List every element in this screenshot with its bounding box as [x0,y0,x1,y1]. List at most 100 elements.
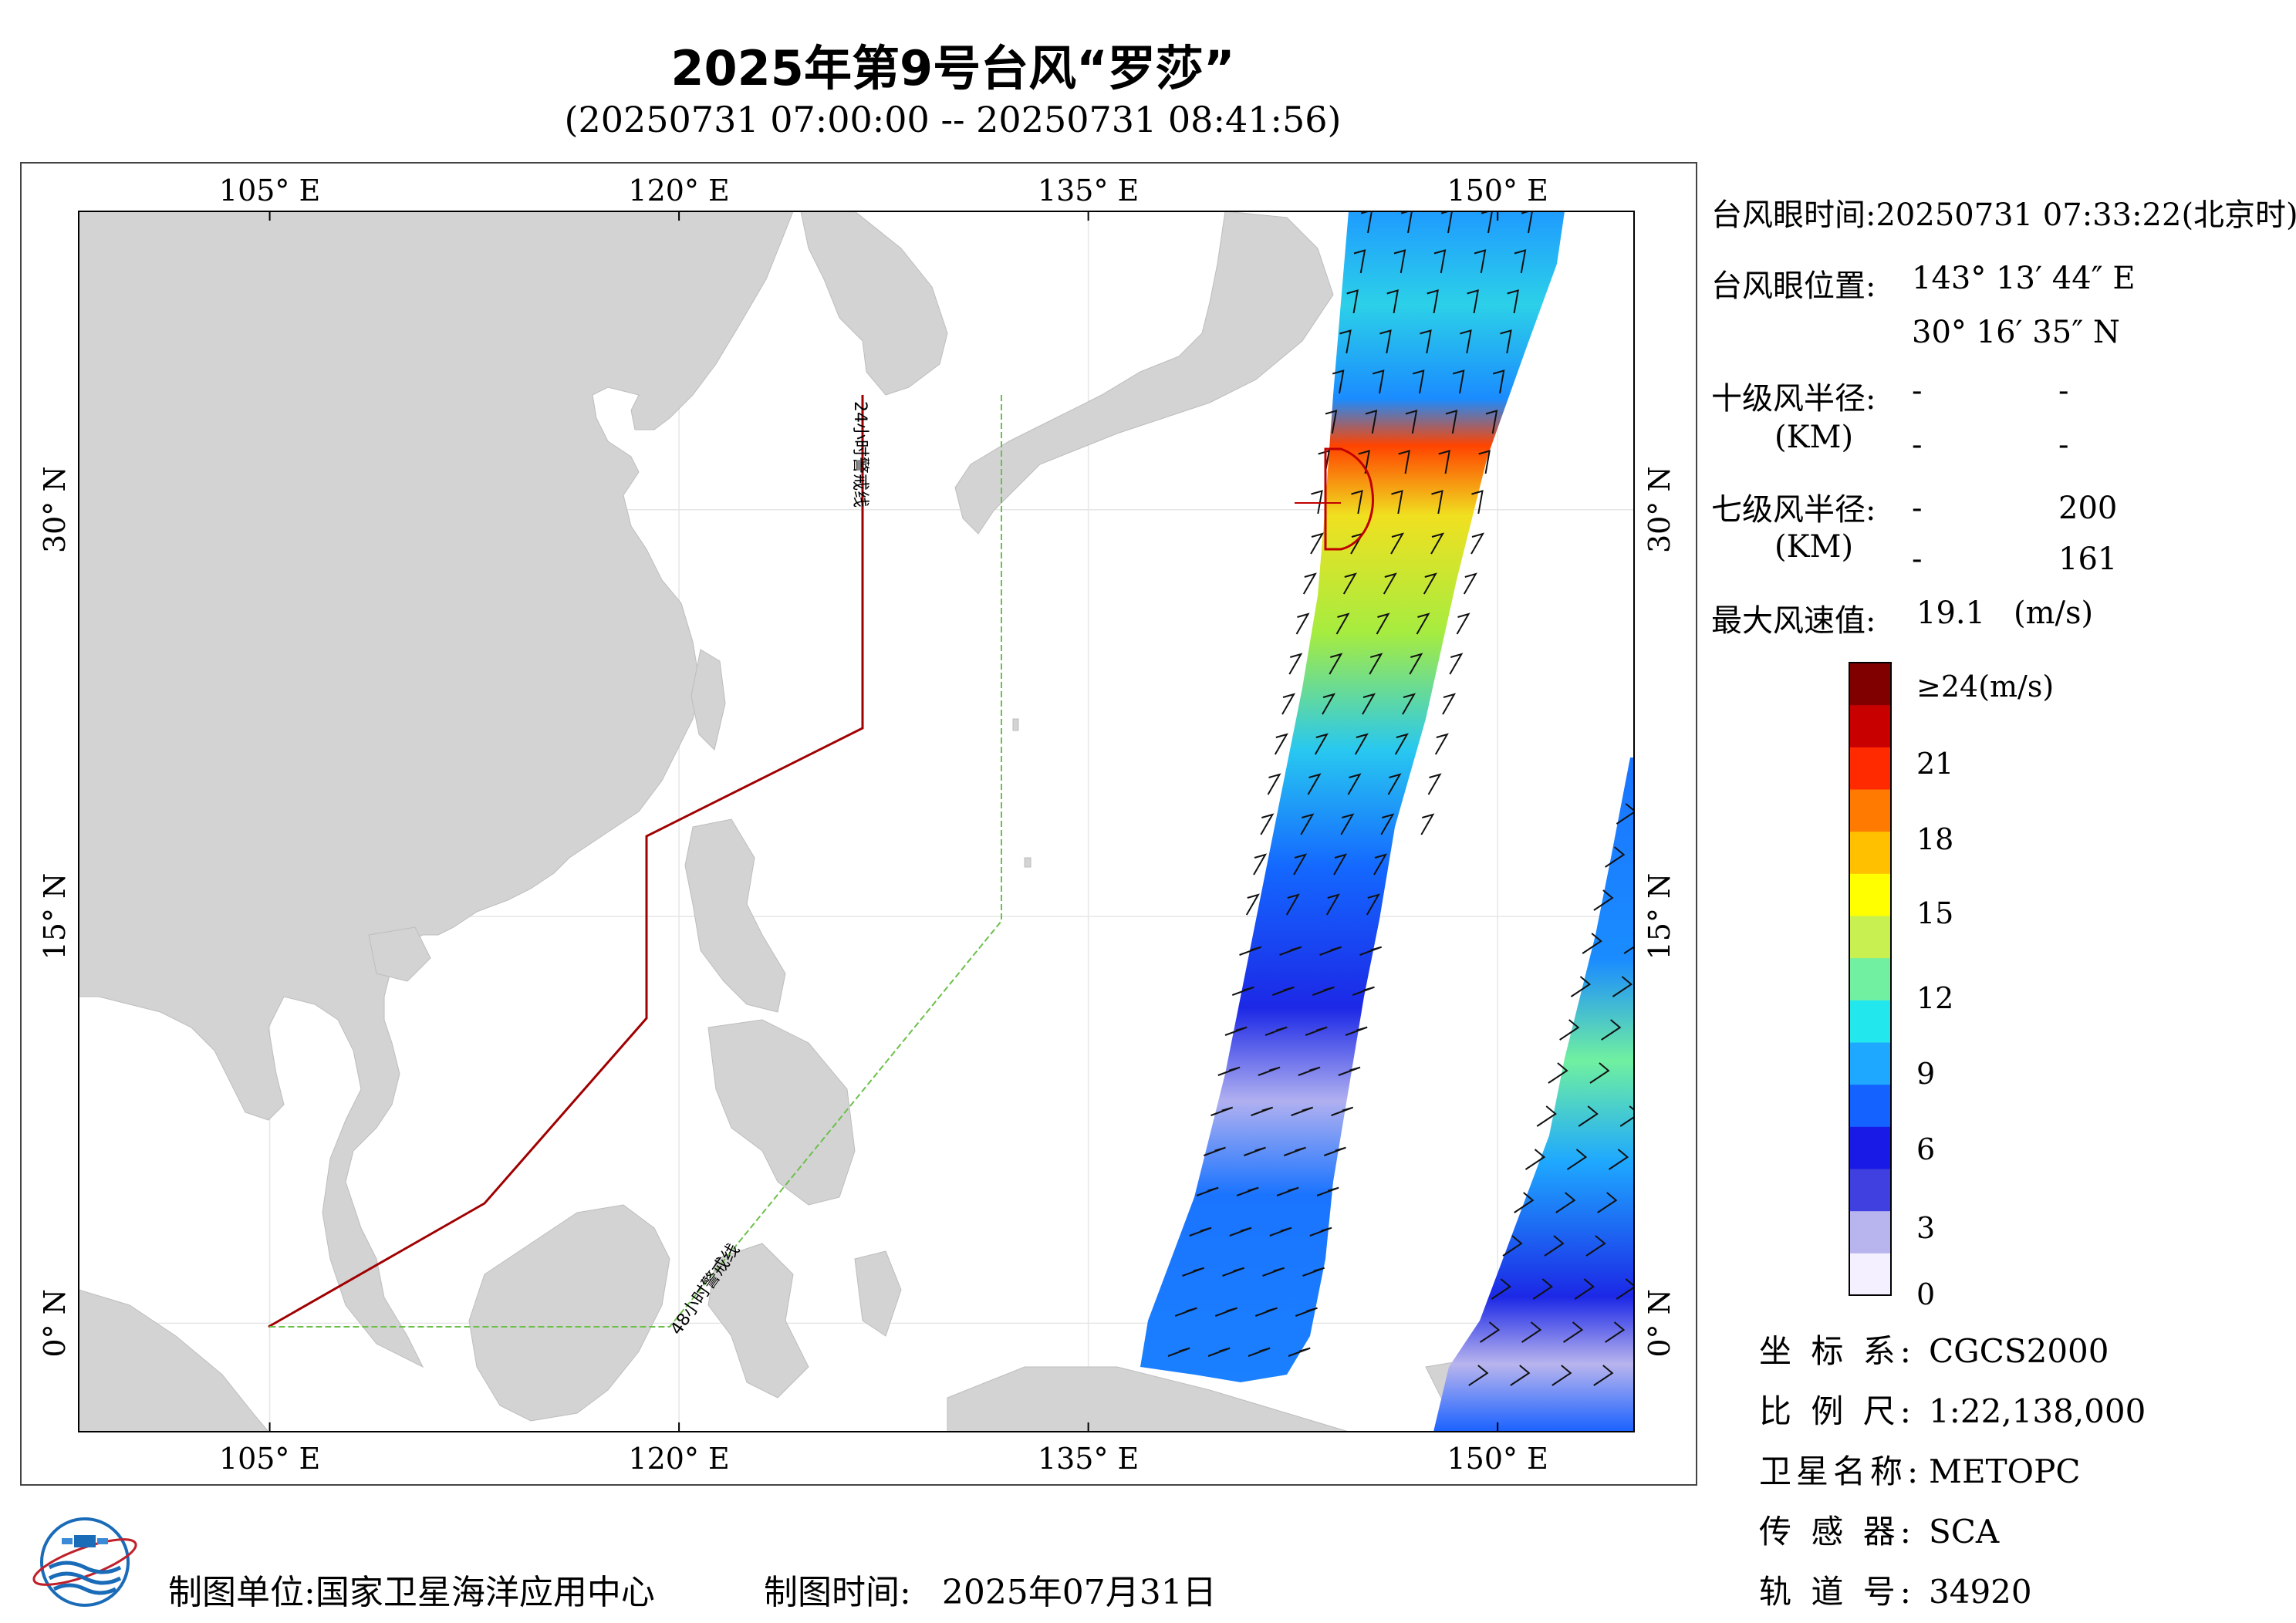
latitude-tick-label-left: 0° N [38,1289,72,1358]
footer-unit-label: 制图单位: [168,1573,316,1612]
r7-label: 七级风半径: [1711,492,1876,528]
wind-barb [1474,249,1487,274]
wind-barb [1585,1235,1606,1257]
wind-barb [1559,1019,1580,1041]
wind-barb [1471,490,1484,515]
crs-row: 坐 标 系: CGCS2000 [1759,1325,2109,1372]
r7-value-2: 200 [2058,491,2118,526]
r10-value-4: - [2058,427,2069,463]
colorbar-segment [1849,957,1891,1000]
wind-barb [1231,986,1254,996]
wind-barb [1245,893,1260,916]
eye-latitude: 30° 16′ 35″ N [1912,315,2120,350]
footer-time: 制图时间: 2025年07月31日 [764,1564,1217,1614]
wind-barb [1251,1106,1274,1116]
wind-barb [1442,693,1457,715]
wind-barb [1196,1186,1219,1196]
warning-label-24h: 24小时警戒线 [850,401,869,508]
wind-barb [1347,773,1362,795]
wind-barb [1353,249,1366,274]
wind-barb [1189,1227,1212,1237]
r7-value-4: 161 [2058,542,2118,577]
wind-barb [1174,1307,1197,1317]
colorbar-label: 6 [1916,1132,1936,1166]
orbit-label: 轨 道 号: [1759,1573,1916,1611]
wind-barb [1387,773,1402,795]
map-frame [78,211,1635,1432]
wind-barb [1288,1347,1311,1357]
wind-barb [1420,329,1432,354]
wind-barb [1383,572,1397,595]
wind-barb [1288,653,1303,675]
wind-barb [1182,1267,1205,1277]
wind-barb [1325,893,1340,916]
wind-barb [1243,1146,1266,1156]
wind-barb [1434,733,1449,755]
wind-barb [1359,946,1383,956]
r10-value-2: - [2058,373,2069,409]
eye-time-row: 台风眼时间:20250731 07:33:22(北京时) [1711,190,2296,235]
longitude-tick-label-top: 120° E [628,174,729,208]
wind-barb [1544,1235,1565,1257]
wind-barb [1258,1066,1281,1076]
longitude-tick-label-top: 135° E [1038,174,1139,208]
r7-value-1: - [1912,491,1923,526]
wind-barb [1372,369,1385,394]
longitude-tick-label-top: 105° E [219,174,320,208]
wind-barb [1302,572,1317,595]
colorbar-label: 18 [1916,822,1954,856]
colorbar-segment [1849,831,1891,874]
wind-barb [1311,490,1323,515]
satellite-label: 卫星名称: [1759,1453,1923,1490]
wind-barb [1427,773,1442,795]
swath-west [1140,211,1565,1382]
land-hainan [368,926,431,982]
wind-barb [1291,1106,1314,1116]
wind-barb [1325,410,1338,434]
wind-barb [1335,612,1350,635]
colorbar-segment [1849,663,1891,706]
wind-barb [1323,1146,1346,1156]
eye-time-value: 20250731 07:33:22(北京时) [1876,197,2296,233]
wind-barb [1274,733,1288,755]
wind-barb [1366,893,1380,916]
latitude-tick-label-right: 30° N [1643,466,1676,553]
wind-barb [1619,1105,1634,1127]
wind-barb [1346,289,1359,314]
wind-barb [1491,1278,1511,1300]
wind-barb [1279,946,1302,956]
wind-barb [1362,693,1376,715]
wind-barb [1574,1278,1595,1300]
wind-field-map[interactable]: 24小时警戒线 48小时警戒线 105° E 105° E 120° E 120° E… [20,162,1697,1486]
footer-time-value: 2025年07月31日 [941,1573,1217,1612]
wind-barb [1616,803,1634,825]
wind-barb [1167,1347,1190,1357]
colorbar-segment [1849,704,1891,747]
wind-barb [1502,1235,1523,1257]
max-wind-label: 最大风速值: [1711,603,1876,639]
longitude-tick-label-top: 150° E [1447,174,1548,208]
wind-barb [1460,329,1472,354]
wind-barb [1582,933,1602,954]
land-taiwan [690,649,726,751]
wind-barb [1463,572,1477,595]
colorbar-label: ≥24(m/s) [1916,670,2055,704]
wind-barb [1298,1066,1321,1076]
wind-barb [1555,1192,1576,1213]
latitude-tick-label-right: 0° N [1643,1289,1676,1358]
colorbar-segment [1849,916,1891,959]
sensor-row: 传 感 器: SCA [1759,1506,1999,1553]
orbit-value: 34920 [1929,1573,2032,1611]
wind-barb [1380,813,1395,835]
satellite-row: 卫星名称: METOPC [1759,1446,2081,1493]
wind-barb [1271,986,1295,996]
wind-barb [1310,532,1325,555]
warning-line-24h [268,395,864,1328]
wind-barb [1524,1149,1546,1170]
wind-barb [1248,1347,1271,1357]
latitude-tick-label-right: 15° N [1643,873,1676,960]
wind-barb [1345,1026,1368,1036]
max-wind-unit: (m/s) [2014,596,2094,631]
footer-unit-value: 国家卫星海洋应用中心 [315,1573,655,1612]
orbit-row: 轨 道 号: 34920 [1759,1566,2032,1613]
